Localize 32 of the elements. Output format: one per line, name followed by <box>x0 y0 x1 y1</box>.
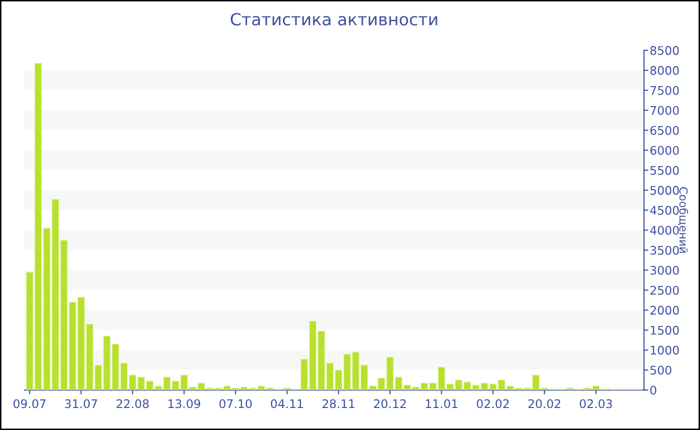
x-tick-label: 09.07 <box>14 399 46 408</box>
y-tick-label: 1000 <box>650 346 679 355</box>
chart-title: Статистика активности <box>230 12 438 26</box>
y-tick-label: 2000 <box>650 306 679 315</box>
x-tick-label: 02.02 <box>476 399 509 408</box>
y-tick-label: 8000 <box>650 66 679 75</box>
y-tick-label: 3500 <box>650 246 679 255</box>
x-tick-label: 04.11 <box>270 399 303 408</box>
y-tick-label: 7000 <box>650 106 679 115</box>
x-tick-label: 31.07 <box>65 399 98 408</box>
y-tick-label: 5500 <box>650 166 679 175</box>
y-tick-label: 5000 <box>650 186 679 195</box>
y-tick-label: 3000 <box>650 266 679 275</box>
y-tick-label: 7500 <box>650 86 679 95</box>
y-tick-label: 4500 <box>650 206 679 215</box>
y-tick-label: 4000 <box>650 226 679 235</box>
y-tick-label: 8500 <box>650 46 679 55</box>
x-tick-label: 02.03 <box>580 399 612 408</box>
x-tick-label: 07.10 <box>219 399 252 408</box>
x-tick-label: 11.01 <box>426 399 458 408</box>
y-tick-label: 500 <box>650 366 672 375</box>
y-axis-title: Сообщений <box>678 187 688 253</box>
y-tick-label: 2500 <box>650 286 679 295</box>
x-tick-label: 20.12 <box>374 399 406 408</box>
y-tick-label: 1500 <box>650 326 679 335</box>
x-tick-label: 20.02 <box>528 399 560 408</box>
x-tick-label: 13.09 <box>168 399 200 408</box>
y-tick-label: 6500 <box>650 126 679 135</box>
y-tick-label: 6000 <box>650 146 679 155</box>
x-tick-label: 28.11 <box>322 399 354 408</box>
y-tick-label: 0 <box>650 386 656 395</box>
x-tick-label: 22.08 <box>116 399 149 408</box>
